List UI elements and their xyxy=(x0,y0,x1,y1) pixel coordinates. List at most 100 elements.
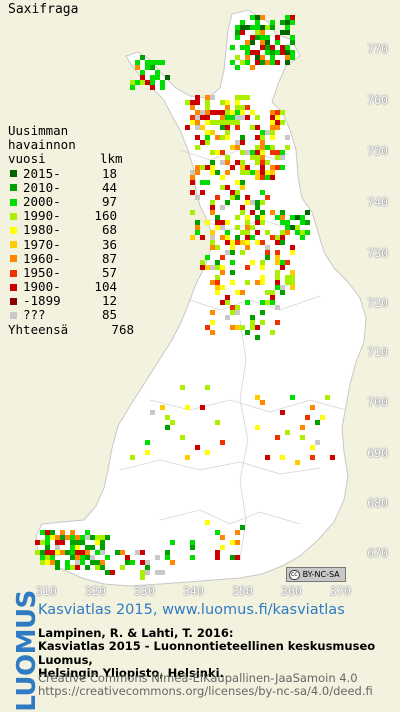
observation-square xyxy=(275,35,280,40)
legend-swatch xyxy=(10,170,17,178)
observation-square xyxy=(275,125,280,130)
kasviatlas-link[interactable]: Kasviatlas 2015, www.luomus.fi/kasviatla… xyxy=(38,602,345,618)
observation-square xyxy=(265,290,270,295)
observation-square xyxy=(195,165,200,170)
observation-square xyxy=(215,135,220,140)
observation-square xyxy=(275,165,280,170)
observation-square xyxy=(270,125,275,130)
observation-square xyxy=(45,540,50,545)
observation-square xyxy=(220,220,225,225)
observation-square xyxy=(240,20,245,25)
observation-square xyxy=(255,30,260,35)
observation-square xyxy=(280,230,285,235)
observation-square xyxy=(205,520,210,525)
observation-square xyxy=(55,560,60,565)
observation-square xyxy=(250,40,255,45)
observation-square xyxy=(270,130,275,135)
observation-square xyxy=(280,285,285,290)
observation-square xyxy=(270,290,275,295)
observation-square xyxy=(240,45,245,50)
observation-square xyxy=(240,160,245,165)
observation-square xyxy=(240,170,245,175)
observation-square xyxy=(260,30,265,35)
observation-square xyxy=(225,120,230,125)
observation-square xyxy=(300,220,305,225)
observation-square xyxy=(270,50,275,55)
observation-square xyxy=(200,115,205,120)
license-line-2[interactable]: https://creativecommons.org/licenses/by-… xyxy=(38,684,373,699)
observation-square xyxy=(240,25,245,30)
observation-square xyxy=(250,65,255,70)
x-tick-label: 340 xyxy=(183,584,204,598)
observation-square xyxy=(245,265,250,270)
observation-square xyxy=(210,95,215,100)
observation-square xyxy=(245,170,250,175)
observation-square xyxy=(220,110,225,115)
observation-square xyxy=(210,320,215,325)
observation-square xyxy=(220,265,225,270)
observation-square xyxy=(285,60,290,65)
observation-square xyxy=(200,260,205,265)
observation-square xyxy=(240,30,245,35)
observation-square xyxy=(295,460,300,465)
observation-square xyxy=(245,195,250,200)
observation-square xyxy=(55,565,60,570)
observation-square xyxy=(245,55,250,60)
observation-square xyxy=(285,15,290,20)
observation-square xyxy=(220,535,225,540)
observation-square xyxy=(280,155,285,160)
observation-square xyxy=(330,455,335,460)
observation-square xyxy=(290,40,295,45)
observation-square xyxy=(280,110,285,115)
observation-square xyxy=(95,540,100,545)
observation-square xyxy=(265,25,270,30)
observation-square xyxy=(300,235,305,240)
observation-square xyxy=(105,535,110,540)
year-legend: Uusimman havainnon vuosi lkm 2015- 18 2010… xyxy=(8,123,134,338)
observation-square xyxy=(215,280,220,285)
observation-square xyxy=(280,220,285,225)
observation-square xyxy=(220,545,225,550)
observation-square xyxy=(210,200,215,205)
observation-square xyxy=(225,135,230,140)
observation-square xyxy=(235,195,240,200)
observation-square xyxy=(210,330,215,335)
legend-count: 97 xyxy=(101,193,117,209)
observation-square xyxy=(300,215,305,220)
observation-square xyxy=(80,550,85,555)
observation-square xyxy=(245,95,250,100)
observation-square xyxy=(240,105,245,110)
observation-square xyxy=(265,35,270,40)
observation-square xyxy=(255,220,260,225)
observation-square xyxy=(285,135,290,140)
observation-square xyxy=(55,540,60,545)
observation-square xyxy=(255,50,260,55)
observation-square xyxy=(265,130,270,135)
observation-square xyxy=(260,170,265,175)
observation-square xyxy=(90,545,95,550)
observation-square xyxy=(230,165,235,170)
observation-square xyxy=(230,45,235,50)
y-tick-label: 710 xyxy=(367,345,388,359)
observation-square xyxy=(260,165,265,170)
citation-line-2: Kasviatlas 2015 - Luonnontieteellinen ke… xyxy=(38,639,376,667)
observation-square xyxy=(220,235,225,240)
observation-square xyxy=(230,145,235,150)
observation-square xyxy=(180,435,185,440)
observation-square xyxy=(195,95,200,100)
legend-label: 2010- xyxy=(23,179,61,195)
observation-square xyxy=(55,545,60,550)
observation-square xyxy=(260,240,265,245)
observation-square xyxy=(95,565,100,570)
observation-square xyxy=(240,290,245,295)
observation-square xyxy=(85,545,90,550)
observation-square xyxy=(260,45,265,50)
observation-square xyxy=(285,145,290,150)
observation-square xyxy=(270,210,275,215)
observation-square xyxy=(90,560,95,565)
observation-square xyxy=(75,550,80,555)
observation-square xyxy=(230,115,235,120)
observation-squares xyxy=(35,15,335,580)
observation-square xyxy=(265,175,270,180)
y-tick-label: 750 xyxy=(367,144,388,158)
